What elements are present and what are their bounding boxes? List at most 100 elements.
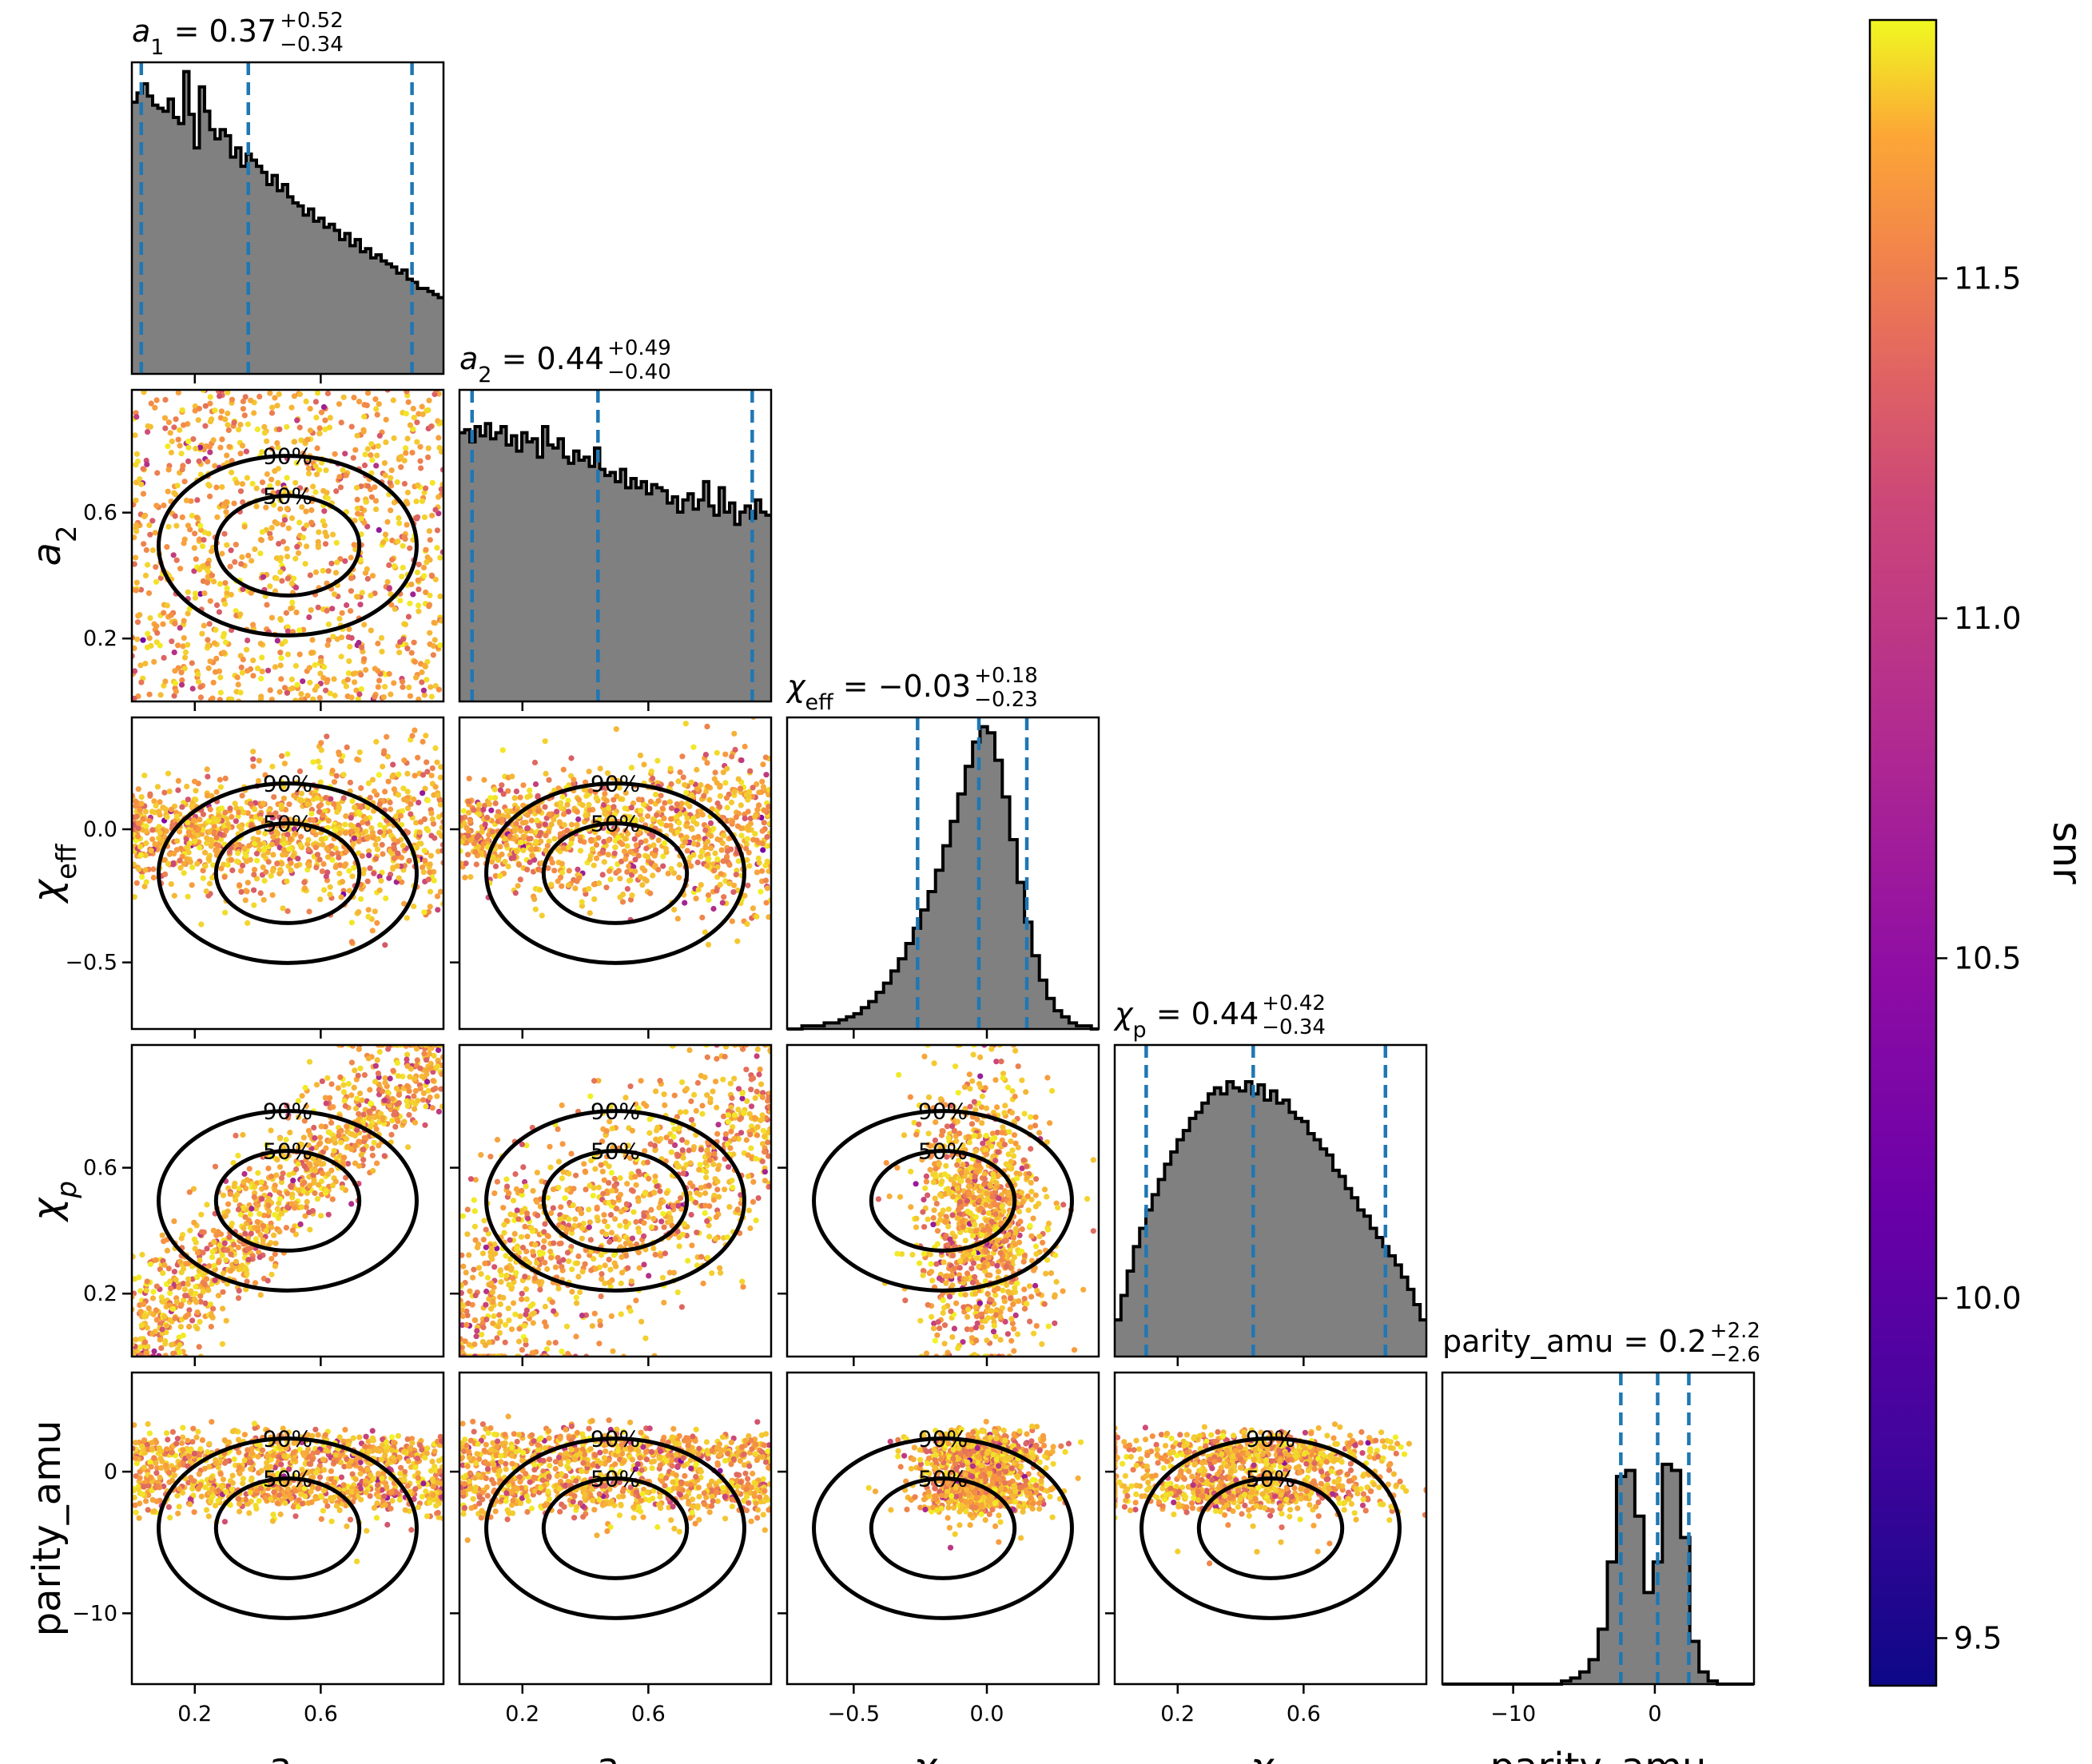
hist-title-a2: a2 = 0.44 bbox=[459, 341, 604, 387]
contour-label: 50% bbox=[263, 483, 312, 510]
scatter-points bbox=[1115, 1421, 1426, 1567]
axes-frame bbox=[1441, 1371, 1756, 1686]
x-tick-label: 0 bbox=[1648, 1702, 1661, 1726]
title-upper-chi_p: +0.42 bbox=[1262, 991, 1326, 1015]
contour-50% bbox=[213, 494, 362, 598]
y-tick-label: 0.6 bbox=[83, 501, 117, 526]
contour-label: 50% bbox=[263, 1138, 312, 1165]
title-upper-a1: +0.52 bbox=[280, 9, 344, 33]
contour-label: 90% bbox=[263, 1099, 312, 1125]
scatter-points bbox=[132, 1045, 443, 1357]
contour-50% bbox=[213, 821, 362, 925]
title-upper-chi_eff: +0.18 bbox=[974, 664, 1038, 688]
axes-frame bbox=[785, 1371, 1100, 1686]
x-tick-label: 0.0 bbox=[970, 1702, 1004, 1726]
colorbar-tick-label: 11.5 bbox=[1954, 260, 2022, 296]
y-tick-label: 0.2 bbox=[83, 626, 117, 651]
hist-outline bbox=[1115, 1080, 1426, 1322]
x-tick-label: 0.6 bbox=[304, 1702, 338, 1726]
x-tick-label: −10 bbox=[1490, 1702, 1536, 1726]
y-tick-label: −10 bbox=[72, 1601, 117, 1626]
contour-label: 50% bbox=[263, 811, 312, 837]
scatter-panel-a1-chi_p: 90% 50% 0.2 0.6 bbox=[83, 1043, 445, 1366]
title-upper-parity_amu: +2.2 bbox=[1710, 1319, 1760, 1343]
contour-50% bbox=[541, 1476, 690, 1580]
x-tick-label: 0.2 bbox=[177, 1702, 212, 1726]
scatter-panel-a1-parity_amu: 90% 50% 0.2 0.6 −10 0 bbox=[72, 1371, 445, 1726]
axes-frame bbox=[1113, 1371, 1428, 1686]
title-upper-a2: +0.49 bbox=[607, 336, 671, 360]
hist-panel-a2: a2 = 0.44 +0.49−0.40 bbox=[458, 336, 773, 711]
contour-label: 50% bbox=[591, 1138, 640, 1165]
y-axis-label-parity_amu: parity_amu bbox=[25, 1420, 70, 1637]
axes-frame bbox=[458, 716, 773, 1031]
scatter-panel-a1-a2: 90% 50% 0.2 0.6 bbox=[83, 388, 445, 711]
colorbar-tick-label: 10.0 bbox=[1954, 1281, 2022, 1316]
x-tick-label: 0.6 bbox=[631, 1702, 666, 1726]
x-axis-label-chi_eff: χeff bbox=[912, 1745, 973, 1764]
contour-50% bbox=[541, 821, 690, 925]
contour-label: 90% bbox=[263, 443, 312, 470]
axes-frame bbox=[130, 716, 445, 1031]
x-tick-label: −0.5 bbox=[828, 1702, 881, 1726]
axes-frame bbox=[458, 1371, 773, 1686]
colorbar-tick-label: 9.5 bbox=[1954, 1620, 2002, 1655]
contour-90% bbox=[157, 454, 419, 638]
axes-frame bbox=[458, 1043, 773, 1358]
scatter-points bbox=[459, 1045, 771, 1357]
scatter-points bbox=[459, 717, 771, 948]
contour-90% bbox=[157, 1436, 419, 1620]
contour-label: 50% bbox=[918, 1138, 968, 1165]
contour-90% bbox=[157, 781, 419, 965]
contour-50% bbox=[869, 1476, 1017, 1580]
contour-label: 90% bbox=[918, 1426, 968, 1452]
contour-label: 90% bbox=[263, 771, 312, 797]
hist-panel-a1: a1 = 0.37 +0.52−0.34 bbox=[130, 9, 445, 383]
axes-frame bbox=[130, 61, 445, 375]
scatter-panel-a2-chi_eff: 90% 50% bbox=[450, 716, 773, 1039]
contour-90% bbox=[1139, 1436, 1402, 1620]
contour-label: 90% bbox=[591, 771, 640, 797]
hist-title-chi_p: χp = 0.44 bbox=[1113, 996, 1259, 1043]
axes-frame bbox=[785, 1043, 1100, 1358]
y-tick-label: 0.2 bbox=[83, 1281, 117, 1306]
hist-title-parity_amu: parity_amu = 0.2 bbox=[1442, 1324, 1707, 1359]
title-lower-a2: −0.40 bbox=[607, 360, 671, 384]
title-lower-chi_eff: −0.23 bbox=[974, 688, 1038, 712]
scatter-points bbox=[875, 1045, 1096, 1357]
contour-label: 50% bbox=[1246, 1466, 1295, 1492]
colorbar-gradient bbox=[1868, 18, 1938, 1687]
hist-outline bbox=[787, 725, 1099, 1031]
contour-50% bbox=[213, 1149, 362, 1253]
contour-90% bbox=[812, 1436, 1074, 1620]
colorbar-tick-label: 10.5 bbox=[1954, 940, 2022, 975]
contour-label: 50% bbox=[263, 1466, 312, 1492]
contour-label: 90% bbox=[591, 1099, 640, 1125]
axes-frame bbox=[1113, 1043, 1428, 1358]
hist-bars bbox=[459, 423, 771, 701]
y-axis-label-a2: a2 bbox=[25, 525, 83, 566]
contour-90% bbox=[484, 1436, 746, 1620]
scatter-panel-a2-parity_amu: 90% 50% 0.2 0.6 bbox=[450, 1371, 773, 1726]
hist-panel-chi_p: χp = 0.44 +0.42−0.34 bbox=[1113, 991, 1428, 1366]
contour-50% bbox=[213, 1476, 362, 1580]
x-axis-label-a2: a2 bbox=[595, 1745, 635, 1764]
hist-bars bbox=[132, 71, 443, 374]
colorbar-label: snr bbox=[2044, 821, 2090, 884]
contour-label: 90% bbox=[263, 1426, 312, 1452]
hist-outline bbox=[132, 70, 443, 300]
y-tick-label: 0.0 bbox=[83, 817, 117, 842]
hist-title-chi_eff: χeff = −0.03 bbox=[785, 669, 971, 715]
axes-frame bbox=[785, 716, 1100, 1031]
scatter-panel-chi_p-parity_amu: 90% 50% 0.2 0.6 bbox=[1105, 1371, 1428, 1726]
y-tick-label: −0.5 bbox=[65, 951, 117, 975]
scatter-points bbox=[459, 1413, 771, 1544]
x-tick-label: 0.2 bbox=[1160, 1702, 1195, 1726]
contour-label: 50% bbox=[591, 1466, 640, 1492]
scatter-points bbox=[132, 727, 443, 948]
scatter-points bbox=[132, 390, 443, 701]
hist-bars bbox=[1442, 1464, 1754, 1684]
y-axis-label-chi_eff: χeff bbox=[25, 843, 83, 904]
scatter-panel-chi_eff-chi_p: 90% 50% bbox=[778, 1043, 1100, 1366]
contour-90% bbox=[812, 1109, 1074, 1293]
